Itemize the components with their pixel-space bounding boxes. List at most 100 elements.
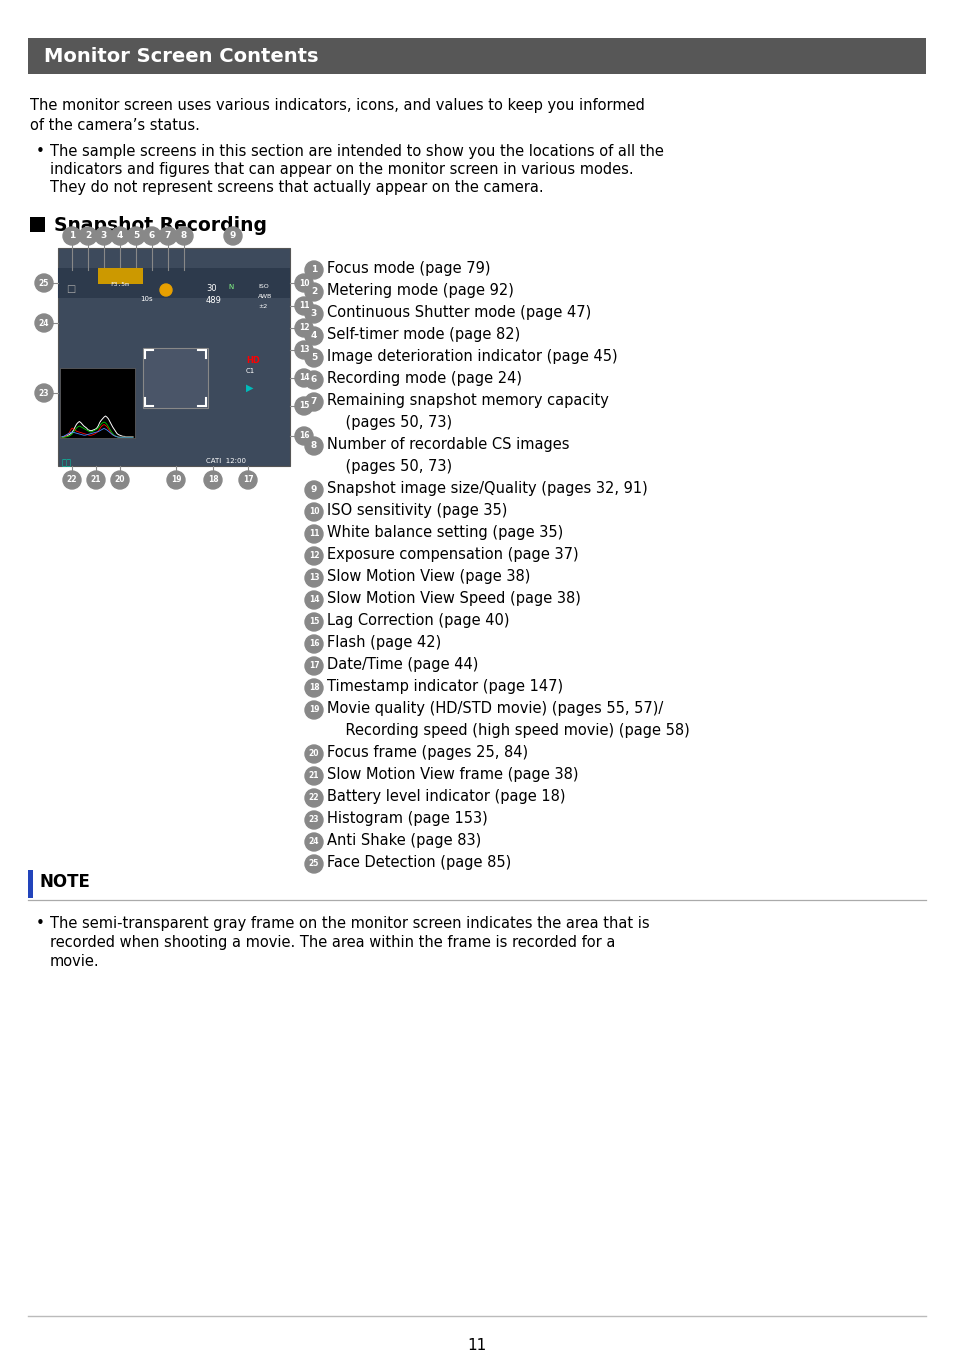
- Text: Face Detection (page 85): Face Detection (page 85): [327, 855, 511, 870]
- Circle shape: [305, 437, 323, 455]
- Text: 20: 20: [309, 749, 319, 759]
- Text: 7: 7: [311, 398, 316, 407]
- Text: 9: 9: [311, 486, 316, 494]
- Text: ISO sensitivity (page 35): ISO sensitivity (page 35): [327, 503, 507, 518]
- Circle shape: [167, 471, 185, 489]
- Text: 13: 13: [309, 574, 319, 582]
- Bar: [58, 267, 290, 299]
- Text: 17: 17: [309, 661, 319, 670]
- Text: 6: 6: [311, 376, 316, 384]
- Circle shape: [239, 471, 256, 489]
- Text: 30: 30: [206, 284, 216, 293]
- Text: The monitor screen uses various indicators, icons, and values to keep you inform: The monitor screen uses various indicato…: [30, 98, 644, 113]
- Text: Timestamp indicator (page 147): Timestamp indicator (page 147): [327, 678, 562, 693]
- Text: 21: 21: [91, 475, 101, 484]
- Circle shape: [159, 227, 177, 246]
- Circle shape: [305, 569, 323, 588]
- Text: F3.5m: F3.5m: [111, 281, 130, 286]
- Text: The sample screens in this section are intended to show you the locations of all: The sample screens in this section are i…: [50, 144, 663, 159]
- Text: 20: 20: [114, 475, 125, 484]
- Circle shape: [305, 370, 323, 389]
- Text: 14: 14: [298, 373, 309, 383]
- Bar: [30, 217, 45, 232]
- Bar: [28, 38, 925, 75]
- Text: 10: 10: [309, 508, 319, 517]
- Text: Monitor Screen Contents: Monitor Screen Contents: [44, 46, 318, 65]
- Circle shape: [305, 702, 323, 719]
- Text: The semi-transparent gray frame on the monitor screen indicates the area that is: The semi-transparent gray frame on the m…: [50, 916, 649, 931]
- Text: C1: C1: [246, 368, 255, 375]
- Text: 23: 23: [309, 816, 319, 825]
- Circle shape: [305, 525, 323, 543]
- Circle shape: [294, 369, 313, 387]
- Text: 8: 8: [311, 441, 316, 451]
- Text: 22: 22: [309, 794, 319, 802]
- Text: Image deterioration indicator (page 45): Image deterioration indicator (page 45): [327, 349, 617, 364]
- Circle shape: [305, 592, 323, 609]
- Circle shape: [35, 384, 53, 402]
- Circle shape: [305, 811, 323, 829]
- Text: Battery level indicator (page 18): Battery level indicator (page 18): [327, 788, 565, 803]
- Circle shape: [305, 788, 323, 807]
- Circle shape: [204, 471, 222, 489]
- Text: HD: HD: [246, 356, 259, 365]
- Circle shape: [294, 274, 313, 292]
- Text: Self-timer mode (page 82): Self-timer mode (page 82): [327, 327, 519, 342]
- Text: 11: 11: [467, 1338, 486, 1353]
- Circle shape: [111, 471, 129, 489]
- Text: ⦿⦿: ⦿⦿: [62, 459, 71, 467]
- Circle shape: [63, 471, 81, 489]
- Bar: [143, 347, 208, 408]
- Text: 12: 12: [309, 551, 319, 560]
- Circle shape: [294, 341, 313, 360]
- Circle shape: [305, 657, 323, 674]
- Circle shape: [305, 547, 323, 565]
- Text: 24: 24: [39, 319, 50, 327]
- Text: ▶: ▶: [246, 383, 253, 394]
- Text: 1: 1: [311, 266, 316, 274]
- Circle shape: [127, 227, 145, 246]
- Circle shape: [174, 227, 193, 246]
- Text: 16: 16: [298, 432, 309, 441]
- Circle shape: [305, 261, 323, 280]
- Text: 21: 21: [309, 772, 319, 780]
- Circle shape: [305, 394, 323, 411]
- Text: 4: 4: [311, 331, 316, 341]
- Text: 17: 17: [242, 475, 253, 484]
- Text: CATI  12:00: CATI 12:00: [206, 459, 246, 464]
- Text: Anti Shake (page 83): Anti Shake (page 83): [327, 833, 480, 848]
- Text: Snapshot Recording: Snapshot Recording: [54, 216, 267, 235]
- Text: •: •: [36, 916, 45, 931]
- Text: 3: 3: [311, 309, 316, 319]
- Text: NOTE: NOTE: [40, 873, 91, 892]
- Text: 19: 19: [309, 706, 319, 715]
- Text: 18: 18: [309, 684, 319, 692]
- Circle shape: [305, 833, 323, 851]
- Text: 6: 6: [149, 232, 155, 240]
- Circle shape: [35, 274, 53, 292]
- Text: 10: 10: [298, 278, 309, 288]
- Circle shape: [305, 305, 323, 323]
- Text: Recording speed (high speed movie) (page 58): Recording speed (high speed movie) (page…: [327, 723, 689, 738]
- Text: 23: 23: [39, 388, 50, 398]
- Circle shape: [305, 678, 323, 697]
- Text: Slow Motion View frame (page 38): Slow Motion View frame (page 38): [327, 767, 578, 782]
- Text: Exposure compensation (page 37): Exposure compensation (page 37): [327, 547, 578, 562]
- Text: 2: 2: [311, 288, 316, 296]
- Text: 15: 15: [309, 617, 319, 627]
- Text: •: •: [36, 144, 45, 159]
- Circle shape: [63, 227, 81, 246]
- Circle shape: [305, 745, 323, 763]
- Text: 3: 3: [101, 232, 107, 240]
- Circle shape: [305, 855, 323, 873]
- Bar: [60, 368, 135, 438]
- Circle shape: [35, 313, 53, 332]
- Circle shape: [87, 471, 105, 489]
- Text: Slow Motion View (page 38): Slow Motion View (page 38): [327, 569, 530, 584]
- Text: 12: 12: [298, 323, 309, 332]
- Text: Focus mode (page 79): Focus mode (page 79): [327, 261, 490, 275]
- Text: 7: 7: [165, 232, 171, 240]
- Text: movie.: movie.: [50, 954, 99, 969]
- Circle shape: [294, 427, 313, 445]
- Text: 11: 11: [298, 301, 309, 311]
